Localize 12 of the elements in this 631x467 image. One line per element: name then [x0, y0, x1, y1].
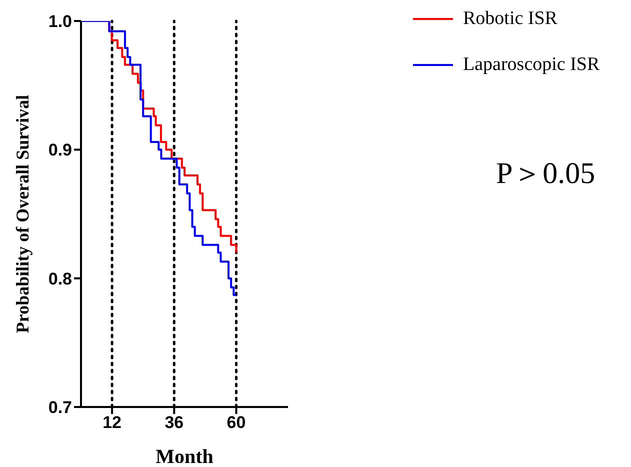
y-tick-label: 0.9: [48, 140, 72, 160]
legend-label: Laparoscopic ISR: [463, 54, 600, 76]
x-tick-label: 60: [226, 413, 246, 432]
y-tick-label: 0.7: [48, 398, 72, 418]
x-axis-title: Month: [156, 446, 214, 467]
legend-label: Robotic ISR: [463, 8, 558, 30]
y-tick-label: 0.8: [48, 269, 72, 288]
x-tick-label: 36: [164, 413, 184, 432]
text: P＞0.05: [496, 156, 596, 192]
y-tick-label: 1.0: [48, 12, 72, 32]
x-tick-label: 12: [102, 413, 122, 432]
y-axis-title: Probability of Overall Survival: [12, 94, 32, 334]
